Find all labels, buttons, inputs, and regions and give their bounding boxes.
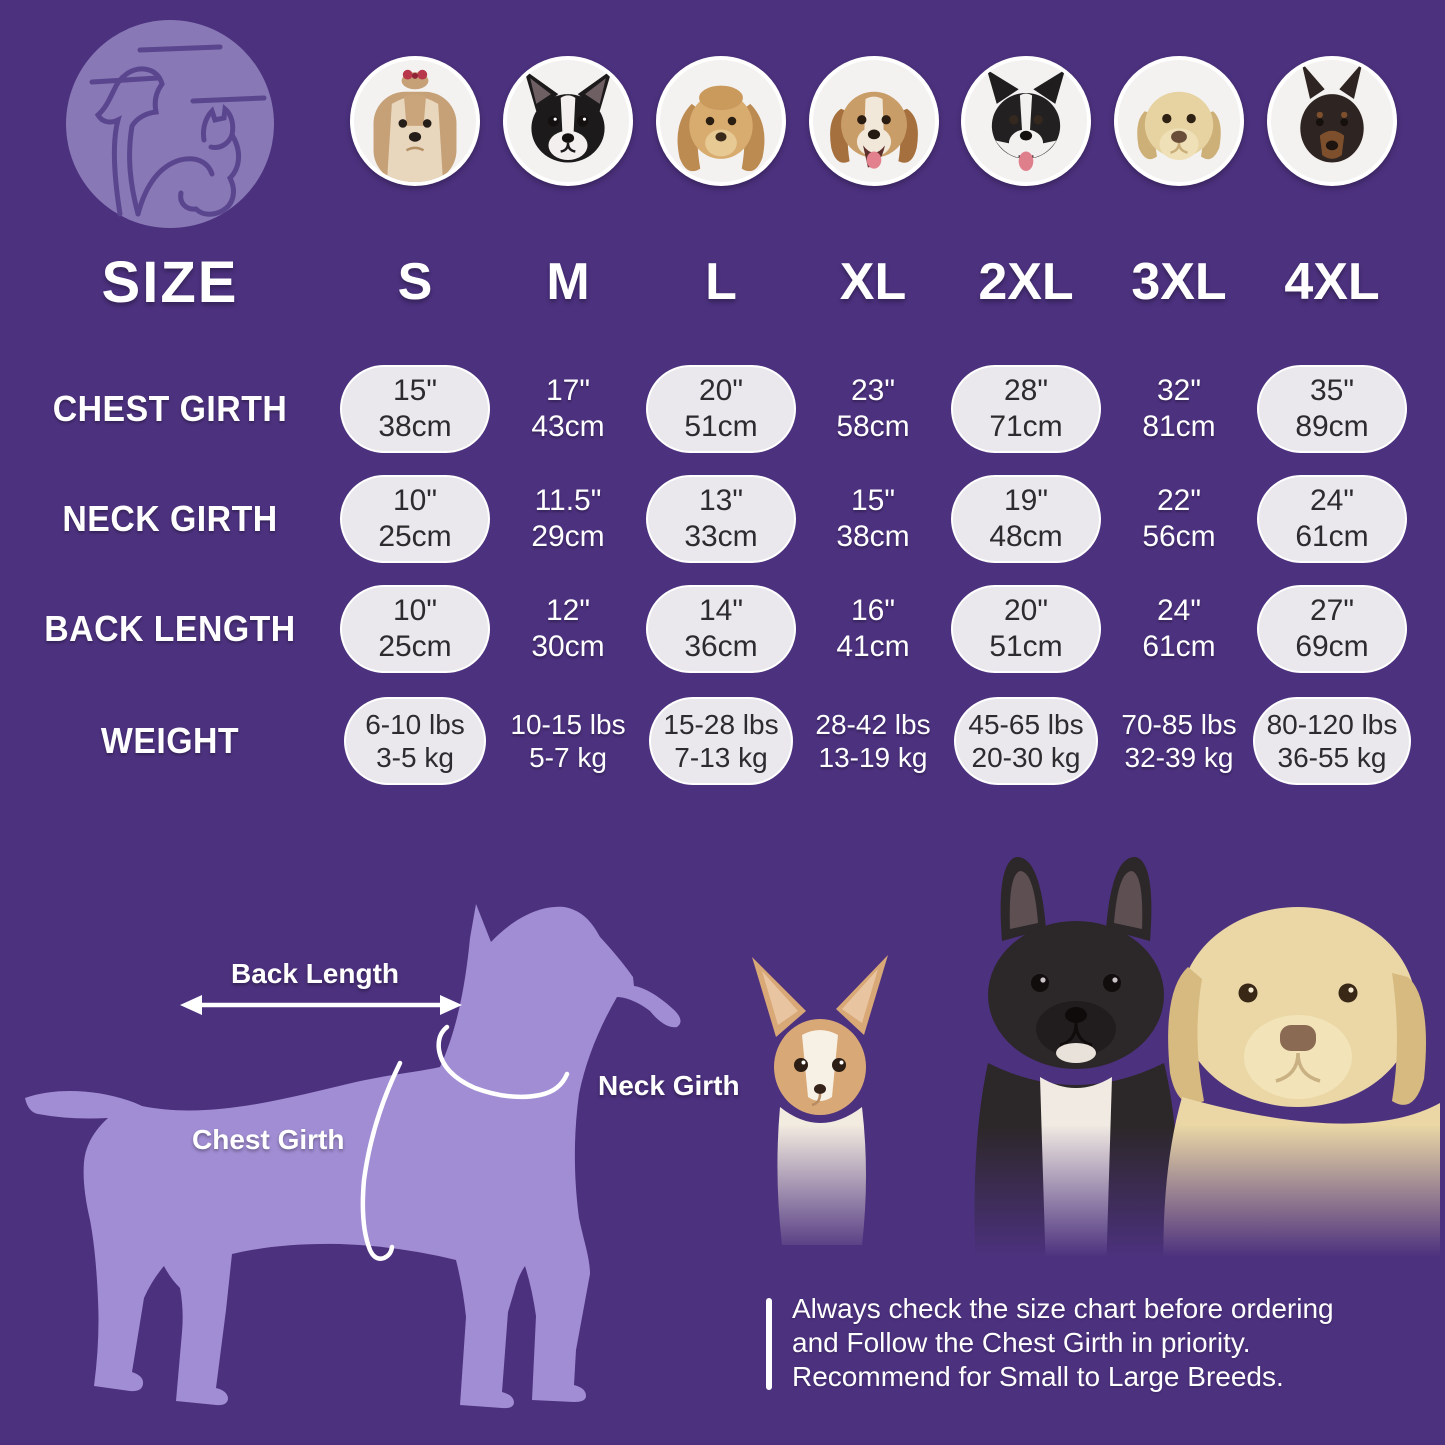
- note-divider-bar: [766, 1298, 772, 1390]
- dog-silhouette-icon: [25, 904, 681, 1409]
- neck-girth-label: Neck Girth: [598, 1070, 740, 1101]
- value-pill: 10" 25cm: [340, 585, 490, 673]
- value-pill: 35" 89cm: [1257, 365, 1407, 453]
- size-header-s: S: [397, 253, 433, 311]
- row-label: CHEST GIRTH: [52, 388, 288, 429]
- neck-girth-line: [436, 1024, 570, 1100]
- breed-photo-labrador: [1114, 56, 1244, 186]
- value-pill: 28" 71cm: [951, 365, 1101, 453]
- value-plain: 10-15 lbs 5-7 kg: [510, 709, 626, 773]
- size-header-row: SIZE S M L XL 2XL 3XL 4XL: [0, 246, 1445, 318]
- value-pill: 13" 33cm: [646, 475, 796, 563]
- logo-circle-icon: [66, 20, 274, 228]
- arrow-left-head-icon: [180, 995, 202, 1015]
- row-label: NECK GIRTH: [62, 498, 278, 539]
- breed-photo-cocker-spaniel: [656, 56, 786, 186]
- value-pill: 24" 61cm: [1257, 475, 1407, 563]
- table-row-chest-girth: CHEST GIRTH 15" 38cm 17" 43cm 20" 51cm 23" 5…: [0, 364, 1445, 454]
- chest-girth-line: [360, 1060, 403, 1261]
- breed-photo-doberman: [1267, 56, 1397, 186]
- value-pill: 15-28 lbs 7-13 kg: [649, 697, 793, 785]
- table-row-neck-girth: NECK GIRTH 10" 25cm 11.5" 29cm 13" 33cm 15"…: [0, 474, 1445, 564]
- logo-cat-outline-icon: [201, 104, 236, 150]
- value-plain: 32" 81cm: [1142, 374, 1216, 443]
- size-title: SIZE: [101, 249, 239, 315]
- tongue-icon: [866, 151, 882, 169]
- size-header-4xl: 4XL: [1284, 253, 1380, 311]
- value-pill: 20" 51cm: [951, 585, 1101, 673]
- value-plain: 24" 61cm: [1142, 594, 1216, 663]
- value-pill: 45-65 lbs 20-30 kg: [954, 697, 1098, 785]
- row-label: BACK LENGTH: [44, 608, 296, 649]
- size-header-m: M: [546, 253, 590, 311]
- dog-cat-logo: [62, 16, 278, 232]
- note-line-3: Recommend for Small to Large Breeds.: [792, 1361, 1284, 1392]
- note-line-1: Always check the size chart before order…: [792, 1293, 1334, 1324]
- value-plain: 11.5" 29cm: [531, 484, 605, 553]
- value-pill: 10" 25cm: [340, 475, 490, 563]
- breed-photo-beagle: [809, 56, 939, 186]
- value-plain: 17" 43cm: [531, 374, 605, 443]
- breed-photo-shih-tzu: [350, 56, 480, 186]
- value-pill: 15" 38cm: [340, 365, 490, 453]
- tongue-icon: [1018, 151, 1034, 172]
- arrow-right-head-icon: [440, 995, 462, 1015]
- value-pill: 14" 36cm: [646, 585, 796, 673]
- value-plain: 16" 41cm: [836, 594, 910, 663]
- value-plain: 23" 58cm: [836, 374, 910, 443]
- size-header-3xl: 3XL: [1131, 253, 1227, 311]
- breed-photo-boston-terrier: [503, 56, 633, 186]
- value-plain: 12" 30cm: [531, 594, 605, 663]
- value-pill: 20" 51cm: [646, 365, 796, 453]
- value-plain: 22" 56cm: [1142, 484, 1216, 553]
- breed-photo-border-collie: [961, 56, 1091, 186]
- value-plain: 28-42 lbs 13-19 kg: [815, 709, 931, 773]
- value-pill: 80-120 lbs 36-55 kg: [1252, 697, 1412, 785]
- back-length-label: Back Length: [230, 958, 400, 989]
- size-header-2xl: 2XL: [978, 253, 1074, 311]
- measurement-diagram: [20, 880, 730, 1445]
- logo-dog-outline-icon: [94, 66, 165, 217]
- photo-fade-overlay: [740, 1125, 1440, 1290]
- value-pill: 6-10 lbs 3-5 kg: [344, 697, 486, 785]
- bow-icon: [402, 69, 413, 80]
- photo-dogs-group: [740, 845, 1440, 1290]
- row-label: WEIGHT: [100, 720, 240, 761]
- value-pill: 19" 48cm: [951, 475, 1101, 563]
- note-line-2: and Follow the Chest Girth in priority.: [792, 1327, 1251, 1358]
- chest-girth-label: Chest Girth: [192, 1124, 345, 1155]
- size-header-xl: XL: [839, 253, 907, 311]
- value-pill: 27" 69cm: [1257, 585, 1407, 673]
- value-plain: 70-85 lbs 32-39 kg: [1121, 709, 1237, 773]
- note-text: Always check the size chart before order…: [792, 1292, 1432, 1394]
- value-plain: 15" 38cm: [836, 484, 910, 553]
- table-row-weight: WEIGHT 6-10 lbs 3-5 kg 10-15 lbs 5-7 kg 15…: [0, 696, 1445, 786]
- table-row-back-length: BACK LENGTH 10" 25cm 12" 30cm 14" 36cm 16" 4…: [0, 584, 1445, 674]
- size-header-l: L: [705, 253, 737, 311]
